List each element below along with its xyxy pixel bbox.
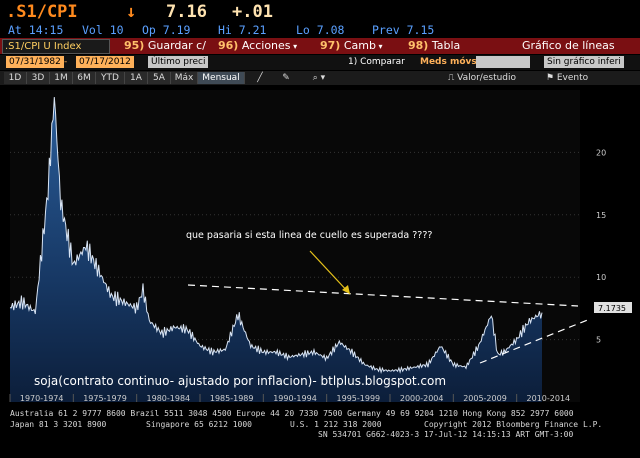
x-tick-label: 1980-1984 — [147, 394, 191, 403]
last-value-label: 7.1735 — [598, 304, 626, 313]
function-menu-bar: 95) Guardar c/ 96) Acciones ▾ 97) Camb ▾… — [0, 38, 640, 54]
quote-volume: Vol 10 — [82, 23, 124, 37]
chart-type-title: Gráfico de líneas — [522, 39, 615, 52]
moving-averages-button[interactable]: Meds móvs — [420, 57, 477, 67]
price-chart: 5 10 15 20 1970-1974 1975-1979 1980-1984 1985-… — [0, 86, 640, 408]
period-max-button[interactable]: Máx — [171, 72, 198, 84]
end-date-field[interactable]: 07/17/2012 — [76, 56, 134, 68]
x-tick-label: 1990-1994 — [273, 394, 317, 403]
date-range-bar: 07/31/1982 - 07/17/2012 Último preci 1) … — [0, 55, 640, 70]
value-study-button[interactable]: ⎍ Valor/estudio — [438, 72, 526, 84]
period-bar: 1D 3D 1M 6M YTD 1A 5A Máx Mensual ╱ ✎ ⌕ … — [0, 71, 640, 85]
quote-stats: At 14:15 Vol 10 Op 7.19 Hi 7.21 Lo 7.08 … — [0, 23, 640, 37]
chart-svg: 5 10 15 20 1970-1974 1975-1979 1980-1984 1985-… — [9, 90, 632, 403]
price-change: +.01 — [232, 2, 273, 22]
footer-line-1: Australia 61 2 9777 8600 Brazil 5511 304… — [10, 409, 574, 418]
event-button[interactable]: ⚑ Evento — [542, 72, 592, 84]
period-ytd-button[interactable]: YTD — [96, 72, 125, 84]
zoom-tool-icon[interactable]: ⌕ ▾ — [300, 72, 338, 84]
period-3d-button[interactable]: 3D — [27, 72, 50, 84]
price-line — [9, 97, 543, 374]
period-1m-button[interactable]: 1M — [50, 72, 73, 84]
quote-time: At 14:15 — [8, 23, 64, 37]
footer-us: U.S. 1 212 318 2000 — [290, 420, 382, 429]
last-price-field[interactable]: Último preci — [148, 56, 209, 68]
support-trendline — [479, 318, 591, 364]
menu-actions-button[interactable]: 96) Acciones ▾ — [218, 39, 298, 52]
footer-copyright: Copyright 2012 Bloomberg Finance L.P. — [424, 420, 603, 429]
period-5a-button[interactable]: 5A — [148, 72, 171, 84]
y-tick-label: 10 — [596, 273, 606, 282]
frequency-select[interactable]: Mensual — [198, 72, 245, 84]
quote-header: .S1/CPI ↓ 7.16 +.01 — [0, 0, 640, 22]
period-1a-button[interactable]: 1A — [125, 72, 148, 84]
price-area — [10, 97, 542, 402]
x-tick-label: 1970-1974 — [20, 394, 64, 403]
x-tick-label: 2005-2009 — [463, 394, 507, 403]
quote-prev: Prev 7.15 — [372, 23, 435, 37]
quote-high: Hi 7.21 — [218, 23, 267, 37]
source-annotation: soja(contrato continuo- ajustado por inf… — [34, 374, 446, 388]
ticker-symbol: .S1/CPI — [6, 2, 78, 22]
menu-save-button[interactable]: 95) Guardar c/ — [124, 39, 206, 52]
arrow-head-icon — [342, 285, 350, 294]
period-1d-button[interactable]: 1D — [4, 72, 27, 84]
last-value-badge — [594, 302, 632, 313]
x-tick-label: 1975-1979 — [83, 394, 127, 403]
neckline-question: que pasaria si esta linea de cuello es s… — [186, 230, 432, 241]
quote-low: Lo 7.08 — [296, 23, 345, 37]
annotation-arrow — [309, 250, 351, 295]
menu-change-button[interactable]: 97) Camb ▾ — [320, 39, 383, 52]
x-tick-label: 2000-2004 — [400, 394, 444, 403]
menu-table-button[interactable]: 98) Tabla — [408, 39, 461, 52]
down-arrow-icon: ↓ — [126, 2, 137, 22]
footer-japan: Japan 81 3 3201 8900 — [10, 420, 107, 429]
footer-singapore: Singapore 65 6212 1000 — [146, 420, 252, 429]
bloomberg-footer: Australia 61 2 9777 8600 Brazil 5511 304… — [0, 408, 640, 458]
line-tool-icon[interactable]: ╱ — [246, 72, 274, 84]
compare-button[interactable]: 1) Comparar — [348, 57, 405, 67]
last-price: 7.16 — [166, 2, 207, 22]
y-tick-label: 5 — [596, 336, 601, 345]
neckline-trendline — [187, 284, 579, 307]
start-date-field[interactable]: 07/31/1982 — [6, 56, 64, 68]
x-tick-label: 1985-1989 — [210, 394, 254, 403]
x-tick-label: 1995-1999 — [337, 394, 381, 403]
lower-chart-select[interactable]: Sin gráfico inferi — [544, 56, 624, 68]
quote-open: Op 7.19 — [142, 23, 191, 37]
moving-averages-select[interactable] — [476, 56, 530, 68]
period-6m-button[interactable]: 6M — [73, 72, 96, 84]
x-tick-label: 2010-2014 — [527, 394, 571, 403]
date-separator: - — [64, 57, 68, 67]
security-input[interactable]: .S1/CPI U Index — [2, 39, 110, 54]
footer-session: SN 534701 G662-4023-3 17-Jul-12 14:15:13… — [318, 430, 574, 439]
y-tick-label: 20 — [596, 148, 606, 157]
y-tick-label: 15 — [596, 211, 606, 220]
annotation-tool-icon[interactable]: ✎ — [274, 72, 298, 84]
